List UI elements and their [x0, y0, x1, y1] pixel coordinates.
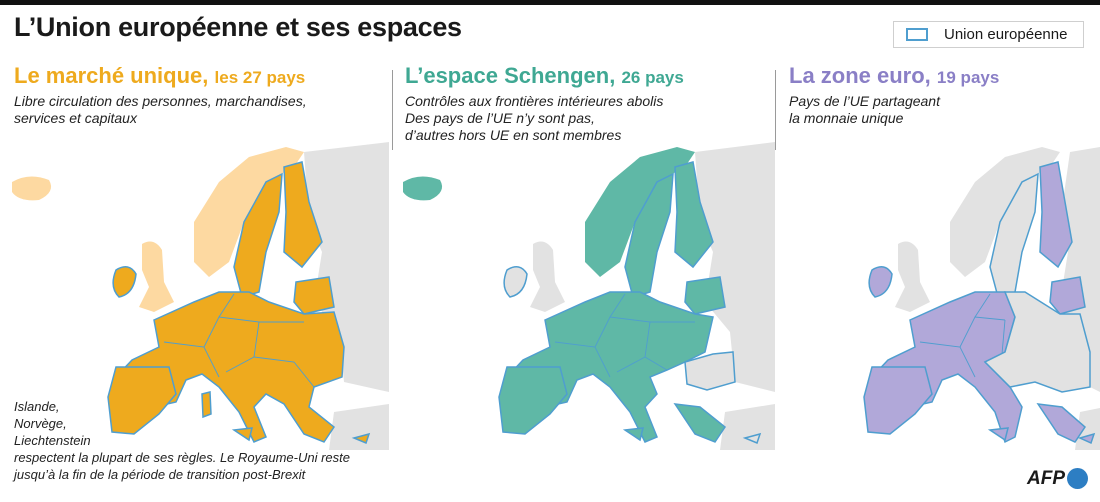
- top-bar: [0, 0, 1100, 5]
- panel-desc-schengen: Contrôles aux frontières intérieures abo…: [405, 93, 664, 143]
- turkey-region: [1075, 408, 1100, 450]
- panel-title-count: les 27 pays: [214, 68, 306, 87]
- internal-borders: [554, 293, 695, 378]
- non-schengen-eu-east: [684, 351, 736, 391]
- cyprus: [742, 432, 762, 445]
- internal-borders: [919, 293, 1006, 378]
- iberia: [498, 366, 568, 435]
- cyprus: [1077, 432, 1096, 445]
- cyprus: [351, 432, 371, 445]
- united-kingdom: [530, 241, 565, 312]
- panel-title-single-market: Le marché unique, les 27 pays: [14, 63, 305, 89]
- russia-region: [695, 142, 775, 392]
- finland: [1039, 161, 1073, 269]
- finland: [674, 161, 714, 269]
- turkey-region: [720, 404, 775, 450]
- united-kingdom: [895, 241, 930, 312]
- sweden: [624, 172, 674, 298]
- panel-title-main: Le marché unique,: [14, 63, 209, 88]
- russia-region: [304, 142, 389, 392]
- baltics: [1049, 276, 1086, 315]
- legend-label: Union européenne: [944, 26, 1068, 43]
- sweden: [989, 172, 1039, 298]
- footnote-brexit: respectent la plupart de ses règles. Le …: [14, 450, 351, 482]
- sweden: [233, 172, 283, 298]
- united-kingdom: [139, 241, 174, 312]
- map-svg: [12, 142, 389, 450]
- panel-title-schengen: L’espace Schengen, 26 pays: [405, 63, 684, 89]
- iceland: [403, 176, 443, 201]
- non-eurozone-eu-east: [983, 291, 1091, 393]
- panel-title-main: La zone euro,: [789, 63, 931, 88]
- greece: [673, 403, 727, 443]
- russia-region: [1060, 147, 1100, 392]
- sardinia-corsica: [201, 391, 212, 419]
- ireland: [503, 266, 528, 298]
- panel-title-count: 26 pays: [621, 68, 684, 87]
- sicily: [622, 427, 644, 442]
- greece: [1036, 403, 1086, 443]
- footnote-non-eu-members: Islande, Norvège, Liechtenstein: [14, 399, 91, 448]
- finland: [283, 161, 323, 269]
- iceland: [12, 176, 52, 201]
- panel-title-main: L’espace Schengen,: [405, 63, 616, 88]
- legend: Union européenne: [893, 21, 1084, 48]
- baltics: [684, 276, 726, 315]
- afp-dot-icon: [1067, 468, 1088, 489]
- afp-logo: AFP: [1027, 467, 1089, 491]
- map-single-market: [4, 142, 389, 450]
- sicily: [231, 427, 253, 442]
- internal-borders: [163, 293, 315, 388]
- legend-swatch-eu: [906, 28, 928, 41]
- map-eurozone: [780, 142, 1100, 450]
- ireland: [112, 266, 137, 298]
- panel-desc-single-market: Libre circulation des personnes, marchan…: [14, 93, 307, 126]
- panel-title-count: 19 pays: [936, 68, 1000, 87]
- map-svg: [863, 147, 1100, 450]
- ireland: [868, 266, 893, 298]
- baltics: [293, 276, 335, 315]
- iberia: [863, 366, 933, 435]
- panel-desc-eurozone: Pays de l’UE partageant la monnaie uniqu…: [789, 93, 940, 126]
- page-title: L’Union européenne et ses espaces: [14, 12, 462, 42]
- turkey-region: [329, 404, 389, 450]
- map-schengen: [395, 142, 780, 450]
- panel-title-eurozone: La zone euro, 19 pays: [789, 63, 999, 89]
- panel-divider: [775, 70, 776, 150]
- credit-text: AFP: [1027, 468, 1065, 489]
- sicily: [987, 427, 1009, 442]
- panel-divider: [392, 70, 393, 150]
- iberia: [107, 366, 177, 435]
- map-svg: [403, 142, 775, 450]
